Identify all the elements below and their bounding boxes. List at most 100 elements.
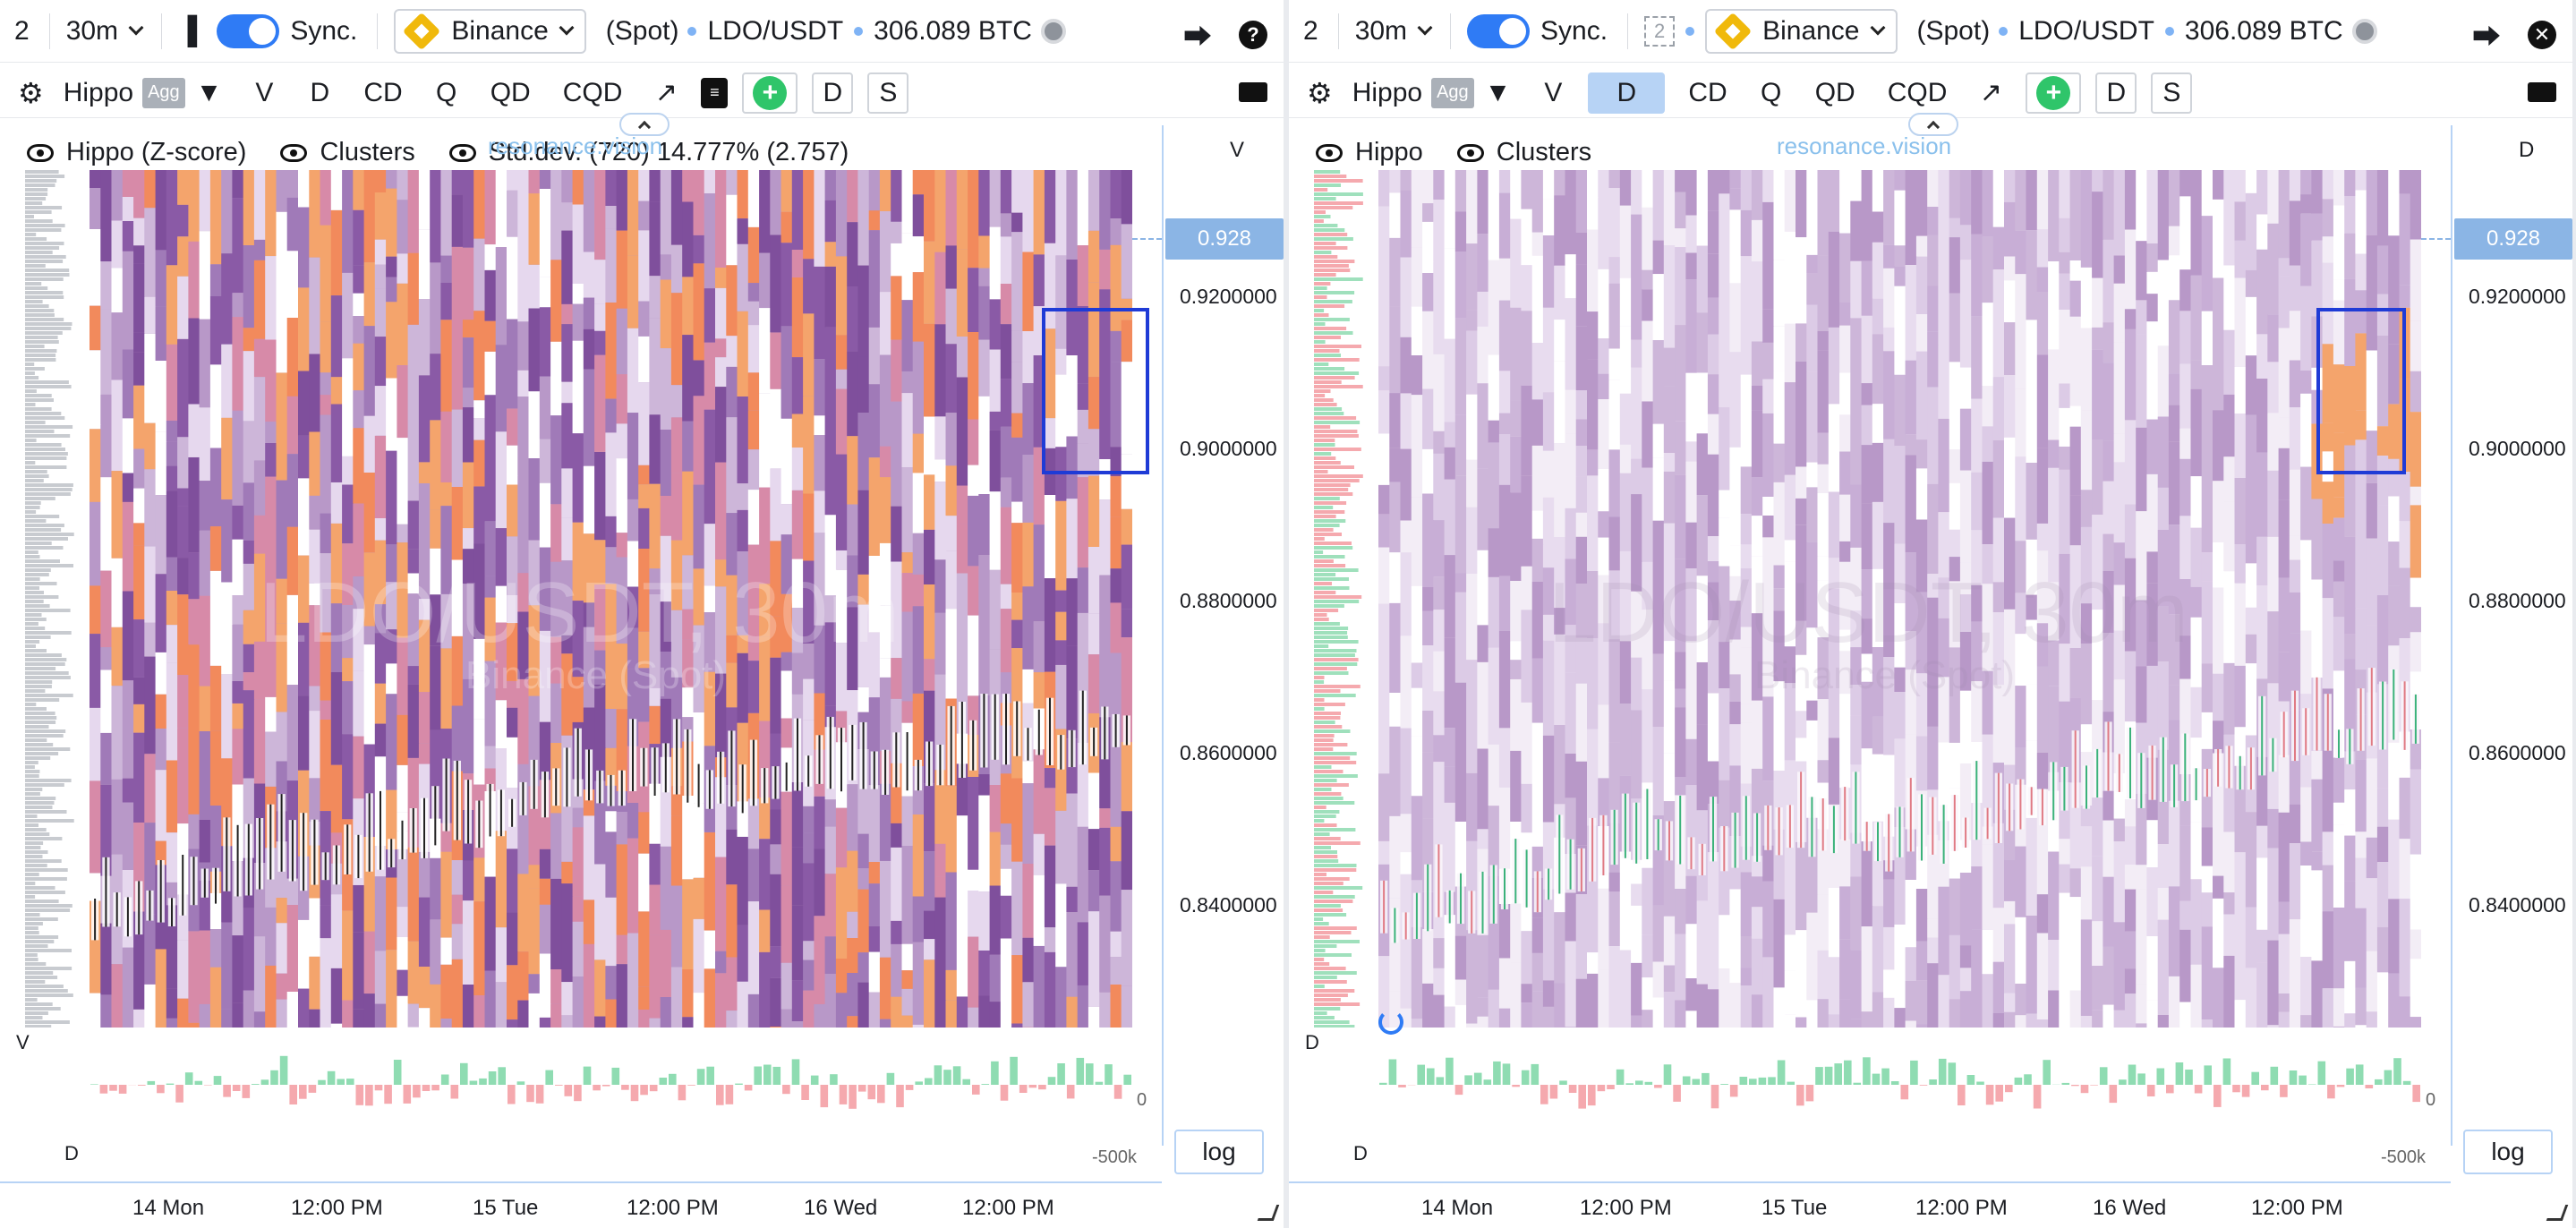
tab-d[interactable]: D (310, 77, 330, 107)
ruler-icon[interactable] (2528, 82, 2556, 102)
tab-cd[interactable]: CD (363, 77, 403, 107)
toggle-switch[interactable] (217, 13, 280, 48)
heatmap-cell (1011, 330, 1023, 362)
collapse-toggle[interactable] (1908, 113, 1958, 136)
tab-qd[interactable]: QD (490, 77, 531, 107)
add-indicator-button[interactable]: + (742, 72, 798, 114)
symbol-pair[interactable]: LDO/USDT (2018, 15, 2154, 46)
heatmap-cell (1740, 936, 1753, 968)
heatmap-cell (1444, 555, 1456, 638)
symbol-pair[interactable]: LDO/USDT (707, 15, 844, 46)
eye-icon[interactable] (1456, 143, 1484, 162)
eye-icon[interactable] (1316, 143, 1343, 162)
profile-bar (1314, 810, 1340, 814)
d-button[interactable]: D (812, 72, 854, 114)
heatmap-cell (90, 305, 101, 351)
tab-cd[interactable]: CD (1688, 77, 1727, 107)
tab-v[interactable]: V (1544, 77, 1563, 107)
time-axis[interactable]: 14 Mon 12:00 PM 15 Tue 12:00 PM 16 Wed 1… (0, 1181, 1162, 1228)
legend-item-clusters[interactable]: Clusters (1456, 138, 1591, 167)
tab-q[interactable]: Q (436, 77, 457, 107)
agg-badge[interactable]: Agg (142, 77, 185, 108)
candle-type-icon[interactable]: ▐ (178, 15, 198, 46)
eye-icon[interactable] (27, 143, 54, 162)
heatmap-cell (2092, 192, 2103, 278)
gear-icon[interactable]: ⚙ (18, 76, 44, 109)
heatmap-cell (2179, 170, 2192, 197)
share-icon[interactable]: ⮕ (2471, 21, 2501, 53)
eye-icon[interactable] (448, 143, 476, 162)
chart-area[interactable]: Hippo (Z-score) Clusters Std.dev. (720) … (0, 113, 1284, 1228)
toggle-switch[interactable] (1467, 13, 1531, 48)
d-button[interactable]: D (2095, 72, 2137, 114)
heatmap-cell (682, 796, 695, 880)
line-chart-icon[interactable]: ↗ (1979, 78, 2002, 107)
notes-icon[interactable]: ≡ (701, 77, 729, 108)
heatmap-cell (759, 636, 771, 656)
line-chart-icon[interactable]: ↗ (654, 78, 678, 107)
layout-count[interactable]: 2 (1303, 15, 1318, 46)
filter-icon[interactable]: ▼ (195, 77, 223, 107)
share-icon[interactable]: ⮕ (1182, 21, 1212, 53)
resize-handle-icon[interactable] (1257, 1205, 1280, 1221)
price-axis[interactable]: D 0.928 0.9200000 0.9000000 0.8800000 0.… (2451, 125, 2572, 1146)
legend-item-stddev[interactable]: Std.dev. (720) 14.777% (2.757) (448, 138, 849, 167)
cluster-wick (226, 817, 228, 891)
add-indicator-button[interactable]: + (2026, 72, 2082, 114)
heatmap-cell (1598, 537, 1610, 576)
heatmap-cell (2113, 818, 2126, 842)
layout-count[interactable]: 2 (14, 15, 30, 46)
heatmap-cell (2036, 1019, 2049, 1028)
sync-group-badge[interactable]: 2 (1644, 15, 1676, 47)
delta-bar (857, 1085, 866, 1092)
chart-area[interactable]: Hippo Clusters resonance.vision LDO/USDT… (1289, 113, 2572, 1228)
eye-icon[interactable] (280, 143, 308, 162)
heatmap-cell (2036, 623, 2049, 667)
legend-item-clusters[interactable]: Clusters (280, 138, 415, 167)
legend-item-hippo[interactable]: Hippo (1316, 138, 1423, 167)
interval-select[interactable]: 30m (66, 16, 144, 47)
heatmap-cell (374, 239, 387, 265)
profile-bar (1314, 774, 1358, 778)
heatmap-cell (561, 828, 574, 862)
gear-icon[interactable]: ⚙ (1307, 76, 1333, 109)
interval-select[interactable]: 30m (1355, 16, 1433, 47)
heatmap-cell (440, 964, 453, 1019)
heatmap-cell (704, 409, 716, 437)
heatmap-cell (638, 853, 651, 912)
legend-item-hippo[interactable]: Hippo (Z-score) (27, 138, 246, 167)
heatmap-cell (2103, 362, 2115, 441)
sync-toggle[interactable]: Sync. (217, 13, 357, 48)
ruler-icon[interactable] (1239, 82, 1267, 102)
heatmap-cell (2399, 285, 2411, 308)
indicator-name[interactable]: Hippo (1352, 77, 1423, 107)
help-icon[interactable]: ? (1239, 21, 1267, 49)
s-button[interactable]: S (2151, 72, 2193, 114)
exchange-select[interactable]: Binance (1705, 8, 1898, 54)
tab-cqd[interactable]: CQD (562, 77, 623, 107)
time-axis[interactable]: 14 Mon 12:00 PM 15 Tue 12:00 PM 16 Wed 1… (1289, 1181, 2451, 1228)
tab-q[interactable]: Q (1761, 77, 1782, 107)
tab-qd[interactable]: QD (1814, 77, 1855, 107)
tab-d[interactable]: D (1588, 72, 1666, 114)
heatmap-cell (418, 851, 431, 898)
sync-toggle[interactable]: Sync. (1467, 13, 1608, 48)
log-scale-button[interactable]: log (1174, 1130, 1264, 1174)
exchange-select[interactable]: Binance (394, 8, 586, 54)
heatmap-cell (1828, 404, 1840, 492)
indicator-name[interactable]: Hippo (63, 77, 134, 107)
heatmap-cell (1498, 958, 1511, 1009)
collapse-toggle[interactable] (619, 113, 670, 136)
filter-icon[interactable]: ▼ (1484, 77, 1512, 107)
heatmap-cell (670, 610, 683, 678)
delta-bar (810, 1075, 819, 1085)
tab-cqd[interactable]: CQD (1887, 77, 1948, 107)
log-scale-button[interactable]: log (2463, 1130, 2553, 1174)
agg-badge[interactable]: Agg (1431, 77, 1474, 108)
close-icon[interactable]: ✕ (2528, 21, 2556, 49)
resize-handle-icon[interactable] (2546, 1205, 2569, 1221)
price-axis[interactable]: V 0.928 0.9200000 0.9000000 0.8800000 0.… (1162, 125, 1284, 1146)
heatmap-cell (627, 586, 639, 628)
tab-v[interactable]: V (255, 77, 274, 107)
s-button[interactable]: S (867, 72, 909, 114)
